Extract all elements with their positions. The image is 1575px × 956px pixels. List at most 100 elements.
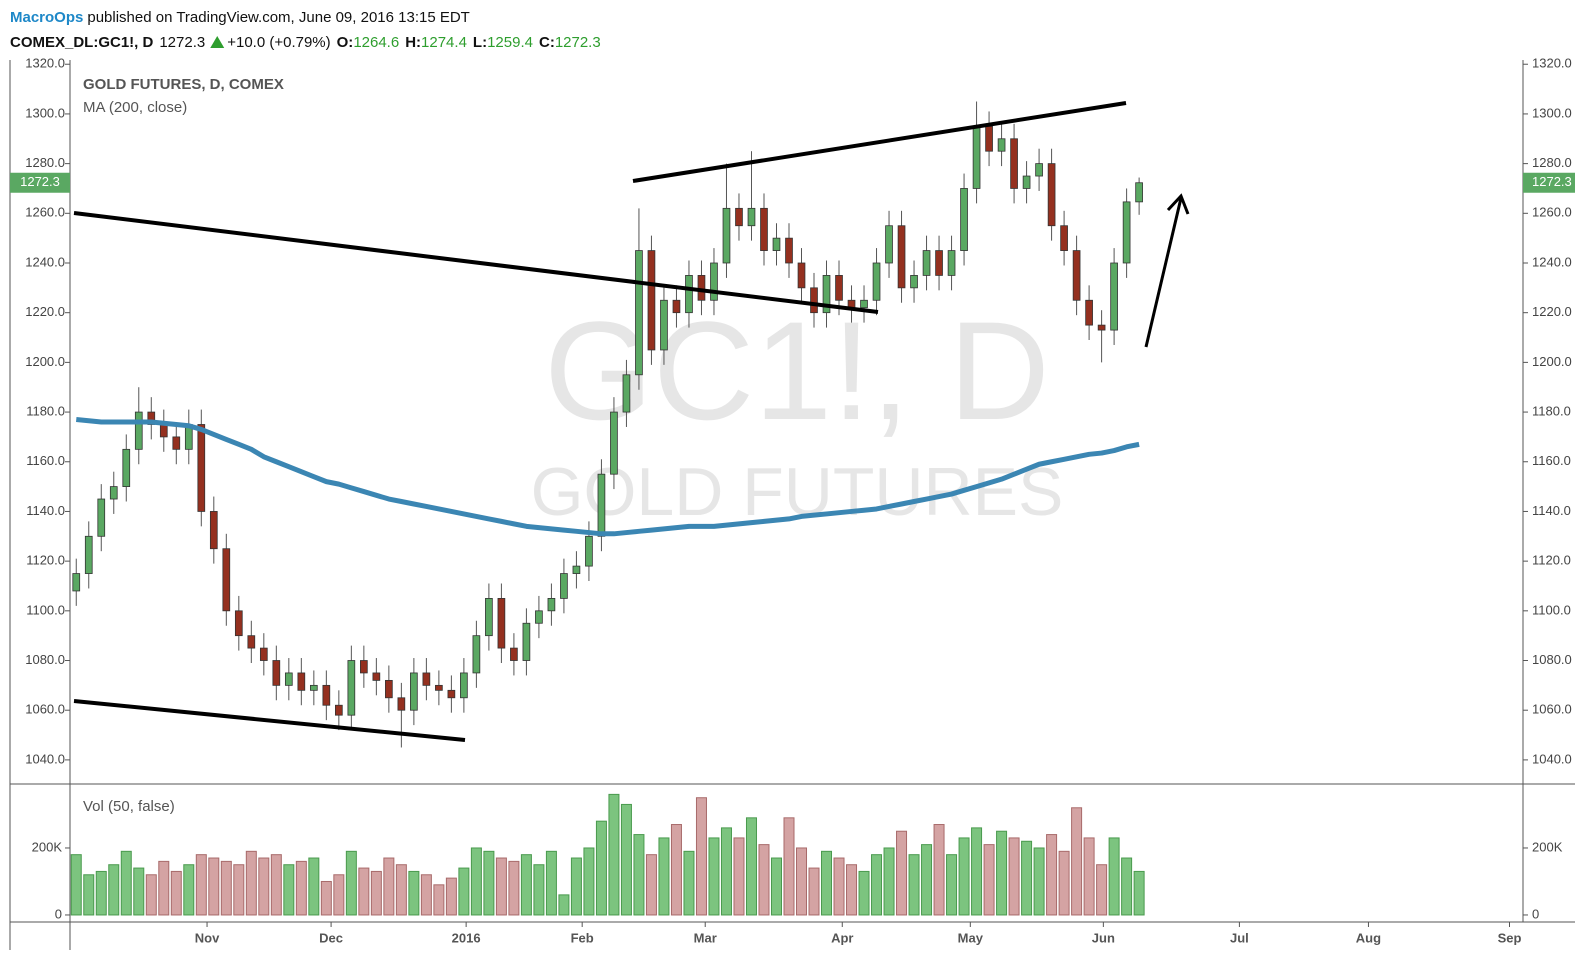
volume-bar (433, 884, 445, 916)
x-tick-label: Nov (195, 930, 220, 945)
candle-body (72, 573, 81, 592)
x-tick-label: 2016 (452, 930, 481, 945)
volume-bar (145, 874, 157, 916)
volume-bar (770, 857, 782, 916)
volume-bar (108, 864, 120, 916)
volume-bar (683, 850, 695, 916)
volume-bar (695, 797, 707, 916)
candle-body (447, 689, 456, 699)
volume-bar (720, 827, 732, 916)
candle-body (960, 188, 968, 251)
candle-body (685, 275, 693, 314)
volume-bar (708, 837, 720, 916)
volume-bar (395, 864, 407, 916)
candle-body (785, 237, 793, 264)
y-tick-label: 1320.0 (25, 56, 65, 71)
volume-bar (833, 857, 845, 916)
volume-bar (758, 844, 770, 916)
candle-body (159, 424, 168, 438)
candle-body (272, 660, 281, 686)
candle-body (735, 207, 743, 227)
volume-bar (483, 850, 495, 916)
y2-tick-label: 1060.0 (1532, 702, 1572, 717)
arrow-head (1166, 193, 1190, 215)
volume-bar (996, 830, 1008, 916)
volume-bar (345, 850, 357, 916)
volume-bar (983, 844, 995, 916)
y-tick-label: 1200.0 (25, 354, 65, 369)
x-tick-label: Dec (319, 930, 343, 945)
symbol: COMEX_DL:GC1!, D (10, 34, 154, 51)
candle-body (922, 250, 931, 276)
volume-tick-label: 0 (1532, 906, 1539, 921)
volume-bar (383, 857, 395, 916)
y-tick-label: 1060.0 (25, 702, 65, 717)
change: +10.0 (+0.79%) (227, 34, 330, 51)
candle-body (947, 250, 956, 276)
candle-body (610, 411, 618, 475)
volume-bar (83, 874, 95, 916)
candle-body (1135, 182, 1143, 203)
volume-bar (620, 803, 632, 916)
volume-bar (320, 880, 332, 916)
volume-bar (1033, 847, 1045, 916)
volume-bar (208, 857, 220, 916)
x-tick-label: Apr (831, 930, 853, 945)
volume-bar (808, 867, 820, 916)
candle-body (510, 647, 518, 661)
y-tick-label: 1140.0 (26, 503, 65, 518)
volume-bar (333, 874, 345, 916)
high-label: H: (405, 34, 421, 51)
candle-body (435, 684, 443, 691)
last-price: 1272.3 (159, 34, 205, 51)
candle-body (84, 535, 93, 574)
volume-bar (183, 864, 195, 916)
x-tick-label: Sep (1498, 930, 1522, 945)
trendline (73, 699, 466, 742)
candle-body (972, 125, 981, 189)
candle-body (797, 262, 806, 289)
volume-legend: Vol (50, false) (83, 798, 175, 815)
candle-body (385, 679, 393, 699)
candle-body (360, 660, 368, 674)
trendlines (73, 101, 1190, 742)
volume-bar (821, 850, 833, 916)
volume-bar (420, 874, 432, 916)
candle-body (335, 704, 343, 716)
volume-tick-label: 0 (55, 906, 62, 921)
candle-body (897, 225, 906, 289)
volume-bar (545, 850, 557, 916)
candle-body (560, 573, 568, 599)
y-tick-label: 1040.0 (25, 751, 65, 766)
y-tick-label: 1080.0 (25, 652, 65, 667)
candle-body (209, 511, 218, 550)
author[interactable]: MacroOps (10, 9, 83, 26)
y2-tick-label: 1080.0 (1532, 652, 1572, 667)
volume-bar (1046, 834, 1058, 916)
volume-bar (1021, 840, 1033, 916)
y-tick-label: 1180.0 (26, 404, 65, 419)
candle-body (660, 299, 668, 351)
last-price-label: 1272.3 (20, 174, 60, 189)
low-value: 1259.4 (487, 34, 533, 51)
y2-tick-label: 1240.0 (1532, 254, 1572, 269)
candle-body (410, 672, 418, 711)
volume-bar (1008, 837, 1020, 916)
candle-body (585, 535, 593, 567)
volume-bar (1133, 870, 1145, 916)
volume-bar (233, 864, 245, 916)
candle-body (872, 262, 881, 301)
up-triangle (210, 36, 225, 48)
candle-body (910, 275, 918, 289)
volume-tick-label: 200K (32, 839, 63, 854)
candle-body (997, 138, 1006, 152)
candle-body (722, 207, 731, 264)
close-label: C: (539, 34, 555, 51)
volume-bar (745, 817, 757, 916)
candle-body (822, 275, 831, 314)
volume-bar (633, 834, 645, 916)
y2-tick-label: 1260.0 (1532, 205, 1572, 220)
arrow-shaft (1144, 197, 1183, 348)
